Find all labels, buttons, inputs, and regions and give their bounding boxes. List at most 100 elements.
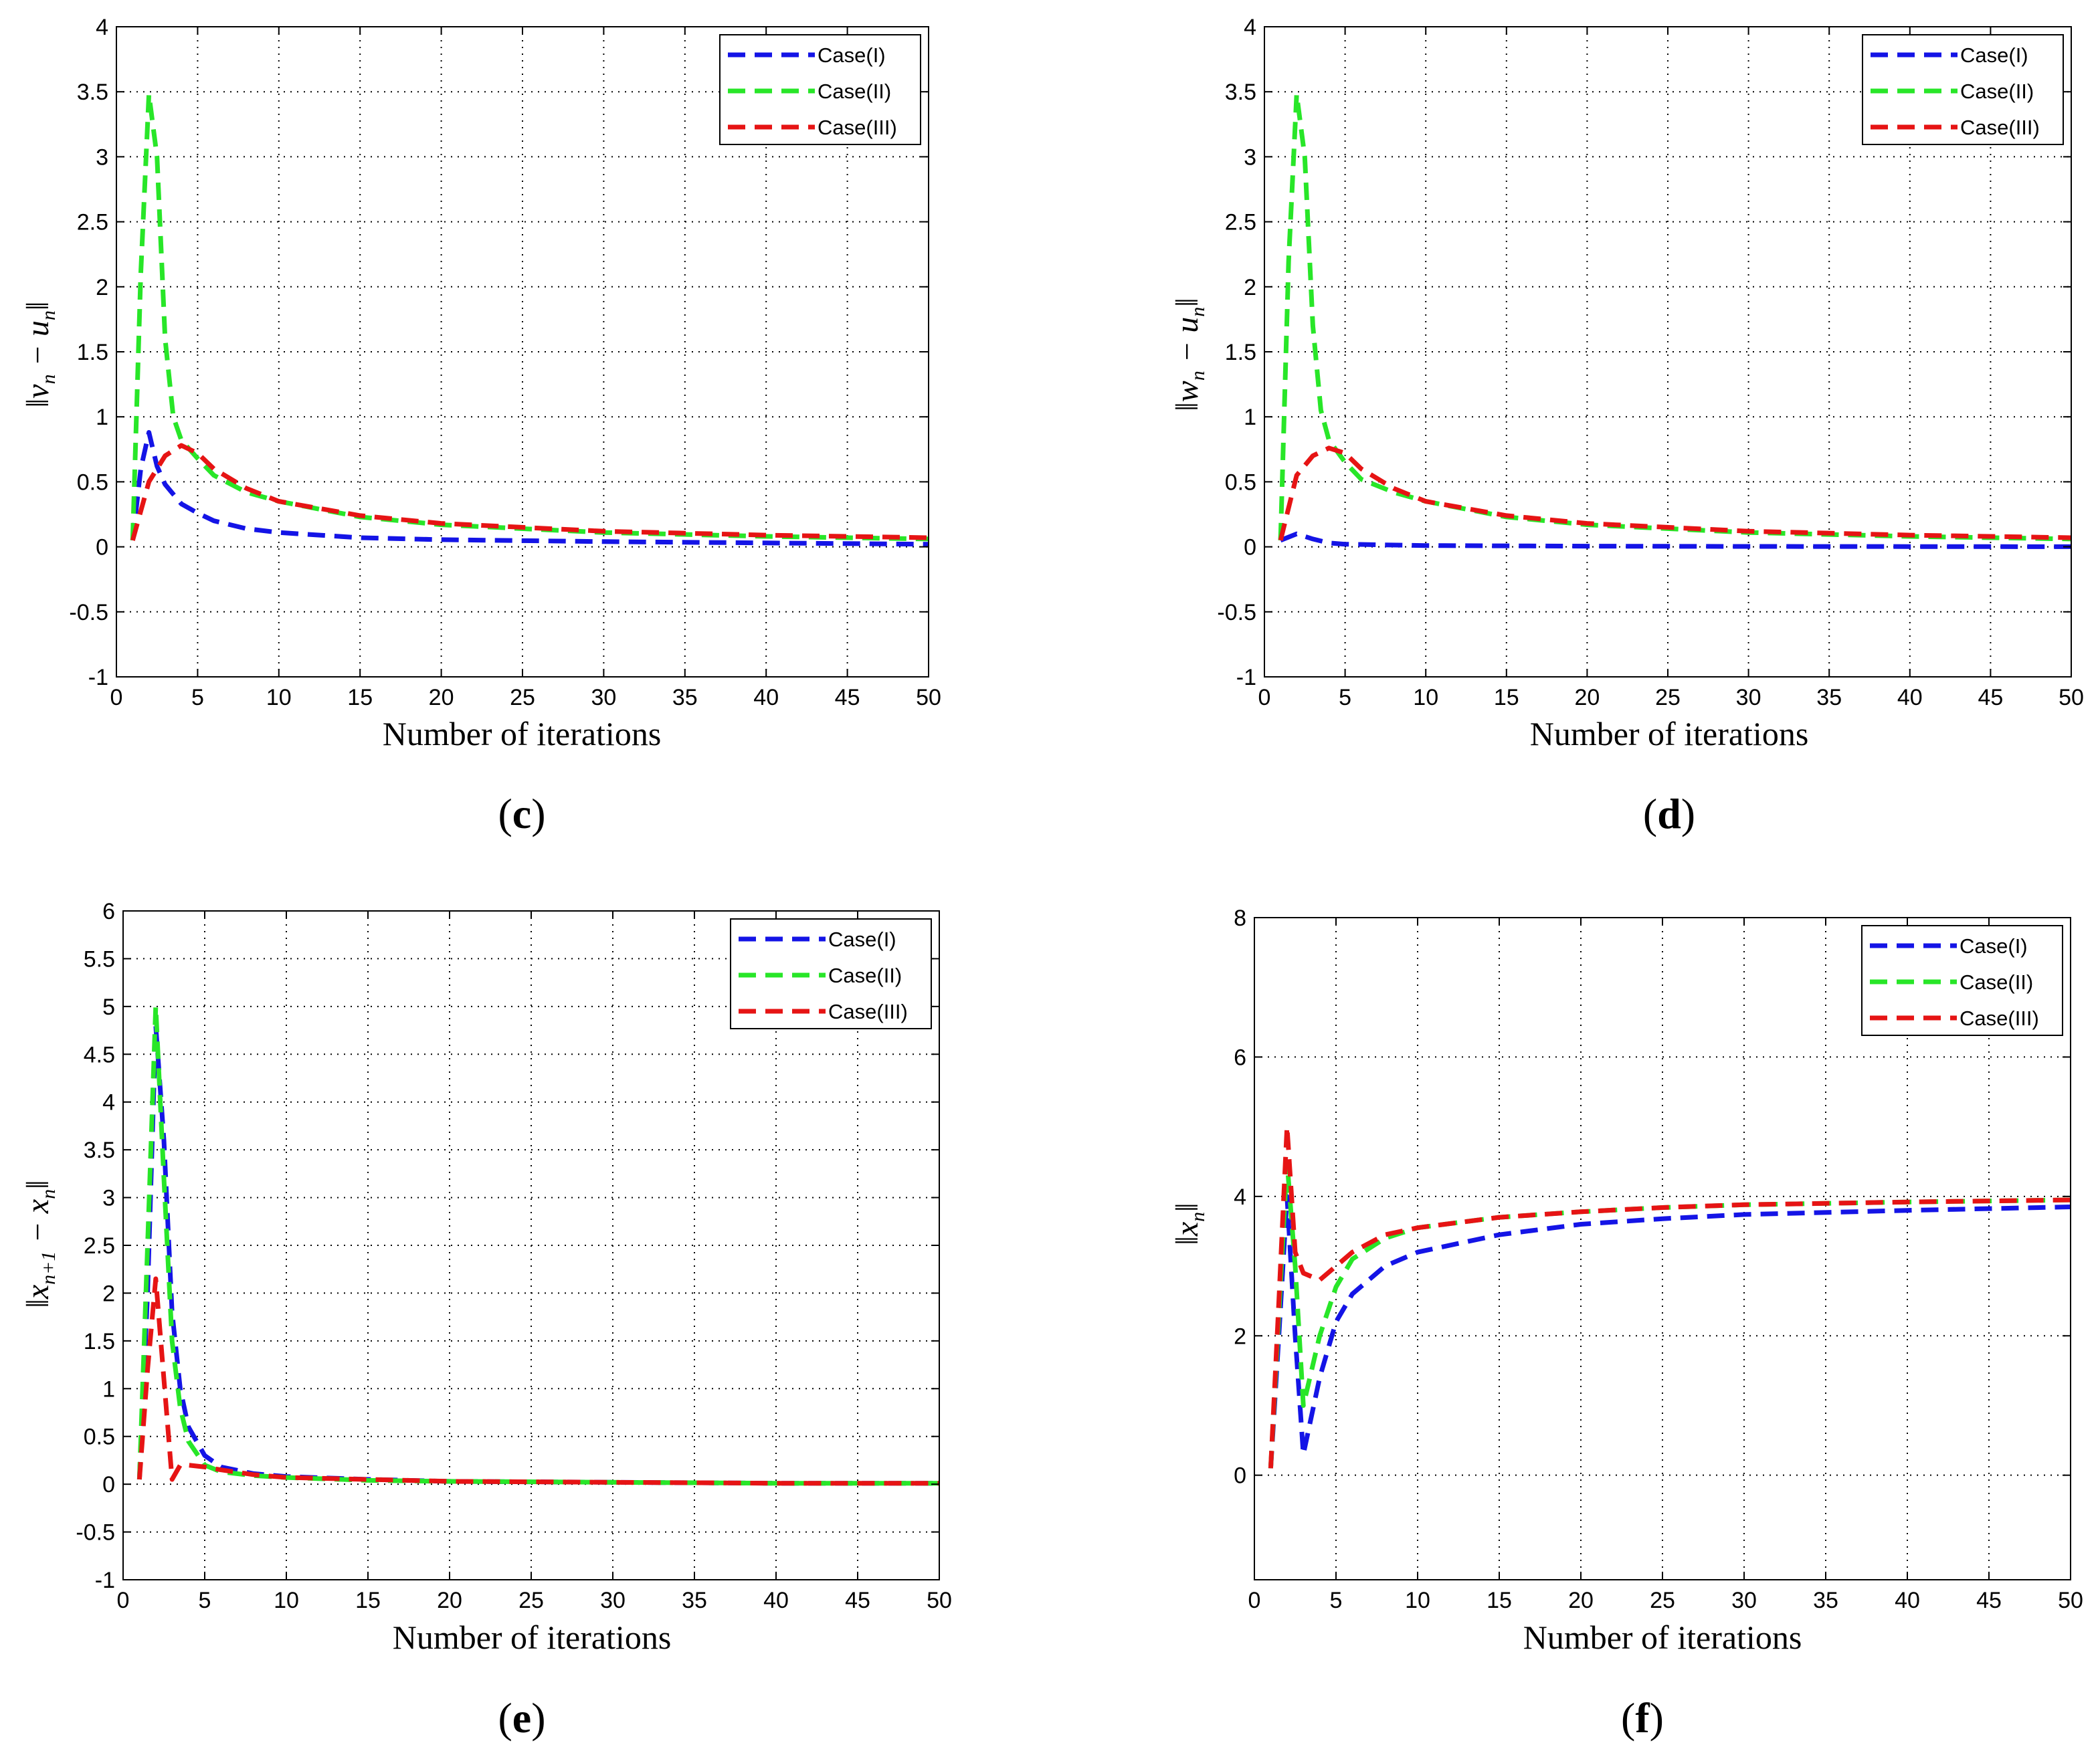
x-tick-label: 50 bbox=[2059, 685, 2084, 710]
x-tick-label: 50 bbox=[927, 1588, 952, 1613]
chart-e: Number of iterations ‖xn+1 − xn‖ (e) 0 5 1… bbox=[20, 899, 952, 1742]
x-tick-label: 20 bbox=[1568, 1588, 1594, 1613]
x-tick-label: 15 bbox=[1494, 685, 1519, 710]
x-tick-label: 5 bbox=[1339, 685, 1351, 710]
y-tick-label: 5 bbox=[102, 995, 115, 1020]
x-tick-label: 15 bbox=[1487, 1588, 1512, 1613]
y-tick-label: 1.5 bbox=[77, 340, 108, 365]
legend-label-case-2: Case(II) bbox=[818, 80, 891, 103]
series-line-case-1 bbox=[1279, 531, 2071, 549]
legend-label-case-2: Case(II) bbox=[828, 964, 902, 987]
y-tick-label: 1 bbox=[102, 1376, 115, 1402]
panel-label-e: (e) bbox=[498, 1694, 545, 1742]
x-tick-label: 40 bbox=[1897, 685, 1923, 710]
x-tick-label: 25 bbox=[1650, 1588, 1675, 1613]
legend-label-case-3: Case(III) bbox=[818, 116, 897, 139]
y-tick-label: 4 bbox=[96, 15, 108, 40]
y-axis-label: ‖xn‖ bbox=[1169, 1203, 1209, 1245]
y-tick-label: 4.5 bbox=[84, 1042, 115, 1067]
x-axis-label: Number of iterations bbox=[393, 1619, 672, 1656]
y-tick-label: 3.5 bbox=[77, 80, 108, 105]
y-tick-label: 3.5 bbox=[1225, 80, 1256, 105]
y-tick-label: 3 bbox=[102, 1186, 115, 1211]
y-tick-label: 4 bbox=[1234, 1184, 1246, 1210]
y-tick-label: 3 bbox=[1244, 144, 1256, 170]
x-tick-label: 50 bbox=[2058, 1588, 2083, 1613]
x-tick-label: 30 bbox=[591, 685, 616, 710]
series-line-case-3 bbox=[130, 443, 929, 541]
y-tick-label: 2.5 bbox=[1225, 210, 1256, 235]
x-tick-label: 45 bbox=[835, 685, 860, 710]
y-tick-label: 1 bbox=[96, 405, 108, 430]
x-tick-label: 0 bbox=[1248, 1588, 1261, 1613]
y-tick-label: -1 bbox=[1236, 665, 1256, 690]
legend-label-case-1: Case(I) bbox=[828, 928, 896, 951]
x-tick-label: 5 bbox=[199, 1588, 211, 1613]
panel-label-f: (f) bbox=[1621, 1694, 1664, 1742]
y-tick-label: 0 bbox=[1244, 535, 1256, 560]
x-tick-label: 40 bbox=[763, 1588, 789, 1613]
y-tick-label: 2.5 bbox=[77, 210, 108, 235]
y-tick-label: 0.5 bbox=[84, 1425, 115, 1450]
y-tick-label: 2 bbox=[1244, 275, 1256, 300]
y-tick-label: 0 bbox=[102, 1472, 115, 1497]
legend-box bbox=[730, 918, 932, 1029]
y-tick-label: 1.5 bbox=[1225, 340, 1256, 365]
legend-label-case-3: Case(III) bbox=[1960, 116, 2040, 139]
y-tick-label: 0.5 bbox=[1225, 470, 1256, 495]
y-tick-label: -0.5 bbox=[69, 600, 108, 625]
x-tick-label: 20 bbox=[1574, 685, 1600, 710]
x-tick-label: 35 bbox=[1813, 1588, 1838, 1613]
series-line-case-3 bbox=[1278, 445, 2071, 541]
x-tick-label: 40 bbox=[753, 685, 779, 710]
y-tick-label: -1 bbox=[88, 665, 108, 690]
y-tick-label: 2 bbox=[1234, 1324, 1246, 1349]
legend: Case(I) Case(II) Case(III) bbox=[1862, 34, 2064, 145]
x-tick-label: 5 bbox=[191, 685, 204, 710]
y-tick-label: 0.5 bbox=[77, 470, 108, 495]
x-tick-label: 30 bbox=[1731, 1588, 1757, 1613]
panel-label-d: (d) bbox=[1643, 790, 1695, 837]
x-tick-label: 0 bbox=[110, 685, 123, 710]
y-tick-label: 6 bbox=[102, 899, 115, 924]
legend: Case(I) Case(II) Case(III) bbox=[719, 34, 921, 145]
x-tick-label: 45 bbox=[845, 1588, 870, 1613]
x-tick-label: 30 bbox=[600, 1588, 626, 1613]
legend-label-case-1: Case(I) bbox=[818, 43, 886, 67]
x-tick-label: 15 bbox=[355, 1588, 381, 1613]
y-tick-label: 4 bbox=[1244, 15, 1256, 40]
legend-box bbox=[1862, 34, 2064, 145]
y-tick-label: 5.5 bbox=[84, 946, 115, 972]
chart-d: Number of iterations ‖wn − un‖ (d) 0 5 10 1… bbox=[1169, 15, 2084, 837]
legend-box bbox=[719, 34, 921, 145]
legend-label-case-3: Case(III) bbox=[828, 1000, 908, 1023]
y-tick-label: 0 bbox=[1234, 1463, 1246, 1489]
y-tick-label: 1.5 bbox=[84, 1329, 115, 1354]
series-line-case-3 bbox=[136, 1276, 939, 1486]
y-axis-label: ‖xn+1 − xn‖ bbox=[20, 1180, 60, 1308]
x-tick-label: 30 bbox=[1736, 685, 1761, 710]
y-tick-label: 2.5 bbox=[84, 1233, 115, 1259]
chart-f: Number of iterations ‖xn‖ (f) 0 5 10 15 20 25… bbox=[1169, 906, 2083, 1742]
x-tick-label: 10 bbox=[274, 1588, 299, 1613]
x-tick-label: 35 bbox=[1816, 685, 1842, 710]
y-tick-label: 3 bbox=[96, 144, 108, 170]
y-tick-label: 8 bbox=[1234, 906, 1246, 931]
y-tick-label: 0 bbox=[96, 535, 108, 560]
legend-label-case-2: Case(II) bbox=[1960, 80, 2034, 103]
y-tick-label: 2 bbox=[96, 275, 108, 300]
x-tick-label: 20 bbox=[429, 685, 454, 710]
y-axis-label: ‖wn − un‖ bbox=[1169, 298, 1209, 411]
x-tick-label: 0 bbox=[117, 1588, 130, 1613]
x-axis-label: Number of iterations bbox=[383, 715, 662, 752]
legend-label-case-1: Case(I) bbox=[1960, 934, 2028, 958]
x-tick-label: 10 bbox=[1413, 685, 1438, 710]
series-line-case-1 bbox=[130, 430, 929, 547]
x-tick-label: 10 bbox=[266, 685, 292, 710]
legend-label-case-1: Case(I) bbox=[1960, 43, 2028, 67]
x-tick-label: 10 bbox=[1405, 1588, 1430, 1613]
y-tick-label: 6 bbox=[1234, 1045, 1246, 1070]
y-tick-label: 2 bbox=[102, 1281, 115, 1306]
legend-box bbox=[1861, 925, 2063, 1036]
